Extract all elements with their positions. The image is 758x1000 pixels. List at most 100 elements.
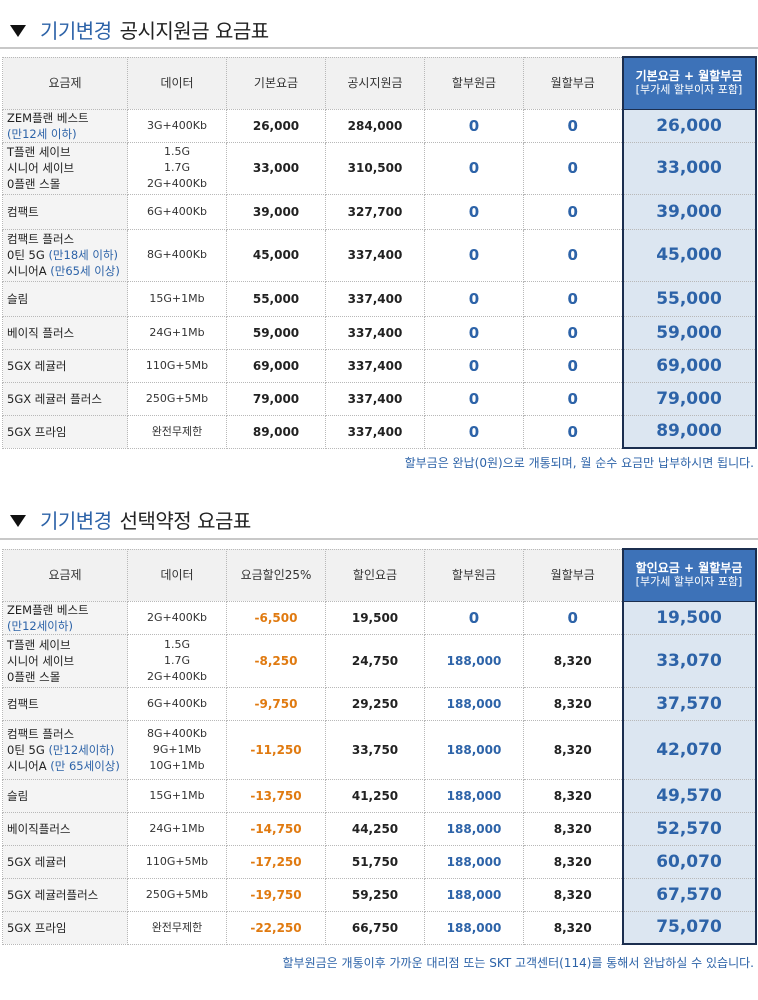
plan-name-cell: 5GX 프라임 (2, 910, 128, 945)
plan-name: T플랜 세이브 (7, 637, 71, 652)
plan-name-cell: 슬림 (2, 778, 128, 813)
section1-title: 기기변경 공시지원금 요금표 (4, 11, 756, 47)
data-allowance-cell: 24G+1Mb (127, 811, 227, 846)
data-allowance: 8G+400Kb (147, 726, 207, 740)
subsidy-amount: 337,400 (325, 414, 425, 449)
base-fee: 69,000 (226, 348, 326, 383)
discounted-fee: 66,750 (325, 910, 425, 945)
plan-name: 0플랜 스몰 (7, 177, 61, 191)
data-allowance-cell: 1.5G 1.7G 2G+400Kb (127, 633, 227, 688)
monthly-total: 79,000 (621, 381, 757, 416)
monthly-installment: 0 (523, 193, 623, 230)
plan-name: 시니어A (7, 758, 51, 773)
base-fee: 55,000 (226, 280, 326, 317)
subsidy-fee-table: 요금제 데이터 기본요금 공시지원금 할부원금 월할부금 기본요금 + 월할부금… (2, 56, 757, 449)
data-allowance-cell: 8G+400Kb 9G+1Mb 10G+1Mb (127, 719, 227, 780)
header-total-sub: [부가세 할부이자 포함] (635, 83, 743, 97)
header-monthly-installment: 월할부금 (523, 548, 623, 602)
header-base-fee: 기본요금 (226, 56, 326, 110)
discounted-fee: 41,250 (325, 778, 425, 813)
monthly-total: 19,500 (621, 600, 757, 635)
monthly-installment: 0 (523, 228, 623, 282)
data-allowance-cell: 6G+400Kb (127, 193, 227, 230)
section1-note: 할부금은 완납(0원)으로 개통되며, 월 순수 요금만 납부하시면 됩니다. (404, 456, 754, 470)
plan-name-cell: 베이직 플러스 (2, 315, 128, 350)
fee-discount: -22,250 (226, 910, 326, 945)
data-allowance-cell: 110G+5Mb (127, 348, 227, 383)
header-total: 기본요금 + 월할부금 [부가세 할부이자 포함] (621, 56, 757, 110)
plan-name-cell: 컴팩트 (2, 686, 128, 721)
fee-discount: -9,750 (226, 686, 326, 721)
plan-name: 5GX 레귤러플러스 (7, 887, 99, 902)
data-allowance-cell: 1.5G 1.7G 2G+400Kb (127, 141, 227, 195)
monthly-installment: 8,320 (523, 686, 623, 721)
table-row: 컴팩트 6G+400Kb -9,750 29,250 188,000 8,320 37,57… (2, 686, 757, 721)
data-allowance-cell: 110G+5Mb (127, 844, 227, 879)
data-allowance-cell: 완전무제한 (127, 414, 227, 449)
monthly-total: 75,070 (621, 910, 757, 945)
plan-age-note: (만65세 이상) (50, 264, 120, 278)
monthly-total: 52,570 (621, 811, 757, 846)
monthly-installment: 8,320 (523, 877, 623, 912)
plan-age-note: (만18세 이하) (48, 248, 119, 262)
base-fee: 59,000 (226, 315, 326, 350)
data-allowance: 1.7G (163, 653, 191, 667)
fee-discount: -14,750 (226, 811, 326, 846)
installment-principal: 0 (424, 228, 524, 282)
plan-name: 0틴 5G (7, 742, 49, 757)
header-discount: 요금할인25% (226, 548, 326, 602)
installment-principal: 188,000 (424, 877, 524, 912)
data-allowance: 3G+400Kb (147, 118, 207, 132)
header-total-label: 할인요금 + 월할부금 (635, 561, 743, 576)
monthly-total: 42,070 (621, 719, 757, 780)
plan-name: 베이직플러스 (7, 821, 71, 836)
plan-name: ZEM플랜 베스트 (7, 602, 89, 617)
base-fee: 26,000 (226, 108, 326, 143)
monthly-installment: 8,320 (523, 844, 623, 879)
base-fee: 39,000 (226, 193, 326, 230)
data-allowance: 1.5G (163, 145, 191, 158)
data-allowance: 완전무제한 (151, 424, 203, 438)
plan-age-note: (만12세이하) (7, 618, 73, 633)
fee-discount: -17,250 (226, 844, 326, 879)
data-allowance: 2G+400Kb (147, 610, 207, 624)
discounted-fee: 51,750 (325, 844, 425, 879)
data-allowance: 15G+1Mb (149, 788, 205, 802)
header-principal: 할부원금 (424, 548, 524, 602)
plan-name-cell: 컴팩트 플러스 0틴 5G (만12세이하) 시니어A (만 65세이상) (2, 719, 128, 780)
installment-principal: 0 (424, 108, 524, 143)
fee-discount: -13,750 (226, 778, 326, 813)
monthly-total: 33,000 (621, 141, 757, 195)
plan-name: 컴팩트 (7, 696, 39, 711)
table-row: 컴팩트 플러스 0틴 5G (만18세 이하) 시니어A (만65세 이상) 8G+4… (2, 228, 757, 282)
data-allowance: 6G+400Kb (147, 696, 207, 710)
monthly-installment: 0 (523, 280, 623, 317)
section2-note: 할부원금은 개통이후 가까운 대리점 또는 SKT 고객센터(114)를 통해서… (282, 956, 754, 970)
plan-name-cell: T플랜 세이브 시니어 세이브 0플랜 스몰 (2, 633, 128, 688)
plan-name: 시니어A (7, 264, 51, 278)
subsidy-amount: 310,500 (325, 141, 425, 195)
triangle-down-icon (10, 515, 26, 527)
installment-principal: 0 (424, 414, 524, 449)
table-row: 슬림 15G+1Mb -13,750 41,250 188,000 8,320 49,570 (2, 778, 757, 813)
data-allowance-cell: 2G+400Kb (127, 600, 227, 635)
data-allowance-cell: 250G+5Mb (127, 381, 227, 416)
plan-name: 0플랜 스몰 (7, 669, 61, 684)
data-allowance-cell: 15G+1Mb (127, 280, 227, 317)
plan-name: 5GX 레귤러 플러스 (7, 391, 102, 406)
monthly-installment: 0 (523, 315, 623, 350)
table-row: T플랜 세이브 시니어 세이브 0플랜 스몰 1.5G 1.7G 2G+400Kb 33,0… (2, 141, 757, 195)
header-total: 할인요금 + 월할부금 [부가세 할부이자 포함] (621, 548, 757, 602)
plan-name: 5GX 프라임 (7, 920, 67, 935)
plan-name-cell: 컴팩트 플러스 0틴 5G (만18세 이하) 시니어A (만65세 이상) (2, 228, 128, 282)
monthly-total: 37,570 (621, 686, 757, 721)
data-allowance: 완전무제한 (151, 920, 203, 934)
monthly-installment: 0 (523, 381, 623, 416)
monthly-installment: 8,320 (523, 778, 623, 813)
monthly-installment: 0 (523, 414, 623, 449)
header-subsidy: 공시지원금 (325, 56, 425, 110)
plan-name: 5GX 레귤러 (7, 854, 67, 869)
header-plan: 요금제 (2, 548, 128, 602)
monthly-total: 49,570 (621, 778, 757, 813)
subsidy-amount: 337,400 (325, 228, 425, 282)
